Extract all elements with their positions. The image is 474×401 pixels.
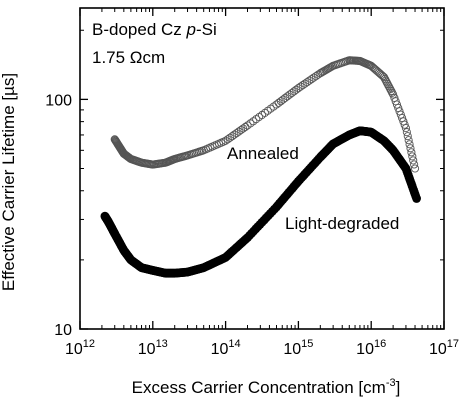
data-point <box>255 113 264 122</box>
data-point <box>239 124 248 133</box>
data-point <box>234 127 243 136</box>
x-axis-label: Excess Carrier Concentration [cm-3] <box>132 377 401 397</box>
data-point <box>294 84 303 93</box>
data-point <box>249 117 258 126</box>
data-point <box>406 144 415 153</box>
data-point <box>407 148 416 157</box>
y-tick-label: 10 <box>54 322 72 339</box>
data-point <box>388 88 397 97</box>
data-point <box>252 115 261 124</box>
series-layer <box>100 56 421 278</box>
annotation-material: B-doped Cz p-Si <box>92 20 217 39</box>
x-tick-label: 1012 <box>65 338 95 358</box>
data-point <box>225 133 235 142</box>
data-point <box>410 160 419 169</box>
series-light-degraded <box>100 126 421 278</box>
series-label-light-degraded: Light-degraded <box>285 214 399 233</box>
data-point <box>307 75 316 84</box>
data-point <box>221 136 230 145</box>
data-point <box>223 135 232 144</box>
data-point <box>296 82 305 91</box>
data-point <box>298 81 307 90</box>
x-tick-label: 1016 <box>356 338 386 358</box>
data-point <box>311 72 320 81</box>
x-tick-label: 1014 <box>211 338 241 358</box>
data-point <box>300 79 310 88</box>
data-point <box>403 132 412 141</box>
annotation-material-part: B-doped Cz <box>92 20 187 39</box>
axis-ticks: 1012 1013 1014 1015 1016 1017 10 100 <box>45 8 459 358</box>
data-point <box>401 124 410 133</box>
annotation-material-part: -Si <box>196 20 217 39</box>
annotation-material-italic: p <box>186 20 196 39</box>
y-tick-label: 100 <box>45 92 72 109</box>
series-annealed <box>110 56 420 173</box>
data-point <box>243 121 252 130</box>
data-point <box>404 136 413 145</box>
data-point <box>228 132 237 141</box>
x-tick-label: 1015 <box>283 338 313 358</box>
data-point <box>402 128 411 137</box>
data-point <box>263 106 272 115</box>
data-point <box>303 78 312 87</box>
x-tick-label: 1017 <box>429 338 459 358</box>
data-point <box>230 130 239 139</box>
data-point <box>309 73 318 82</box>
data-point <box>409 156 418 165</box>
y-axis-label: Effective Carrier Lifetime [µs] <box>0 73 18 291</box>
data-point <box>232 129 241 138</box>
data-point <box>246 119 255 128</box>
data-point <box>305 76 314 85</box>
data-point <box>260 108 269 117</box>
data-point <box>412 194 421 203</box>
data-point <box>405 140 414 149</box>
series-label-annealed: Annealed <box>227 144 299 163</box>
data-point <box>257 110 267 120</box>
x-tick-label: 1013 <box>138 338 168 358</box>
data-point <box>236 126 245 135</box>
data-point <box>400 120 409 129</box>
data-point <box>266 104 275 113</box>
data-point <box>408 152 417 161</box>
annotation-resistivity: 1.75 Ωcm <box>92 48 165 67</box>
data-point <box>410 164 420 173</box>
